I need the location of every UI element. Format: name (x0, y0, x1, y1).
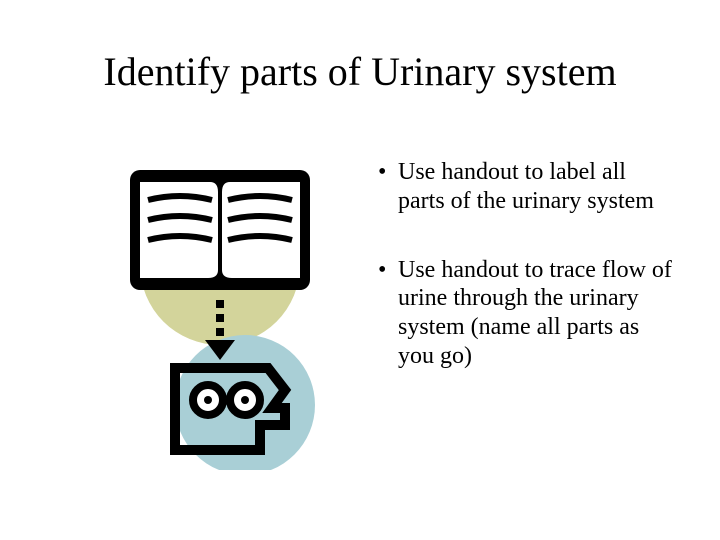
slide-title: Identify parts of Urinary system (0, 48, 720, 95)
bullet-marker: • (378, 256, 398, 285)
bullet-text: Use handout to label all parts of the ur… (398, 158, 678, 216)
bullet-text: Use handout to trace flow of urine throu… (398, 256, 678, 371)
bullet-item: • Use handout to label all parts of the … (378, 158, 678, 216)
bullet-list: • Use handout to label all parts of the … (378, 158, 678, 411)
bullet-item: • Use handout to trace flow of urine thr… (378, 256, 678, 371)
book-to-head-icon (90, 150, 350, 470)
bullet-marker: • (378, 158, 398, 187)
